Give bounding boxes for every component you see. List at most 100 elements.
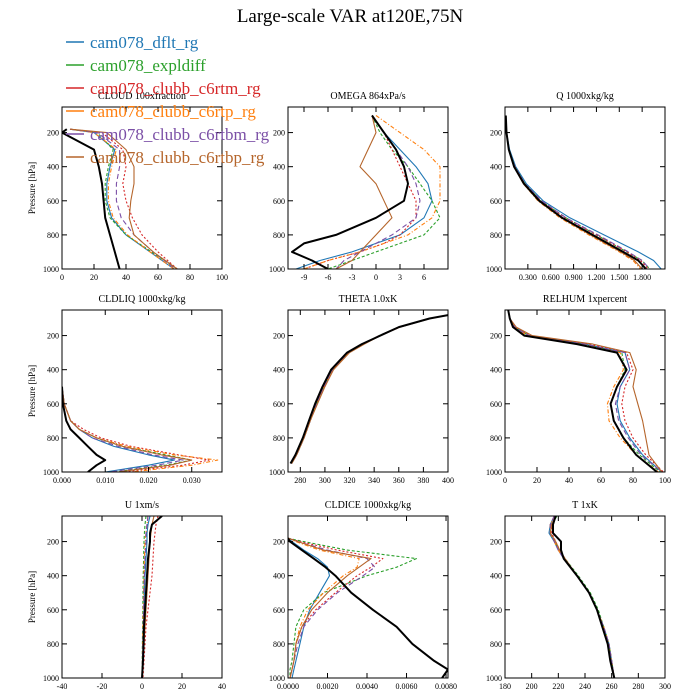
x-tick-label: 0.000 <box>53 476 71 485</box>
plot-frame <box>61 106 223 270</box>
x-tick-label: 80 <box>629 476 637 485</box>
x-tick-label: 3 <box>398 273 402 282</box>
y-tick-label: 200 <box>490 538 502 547</box>
x-tick-label: 220 <box>552 682 564 691</box>
x-tick-label: 340 <box>368 476 380 485</box>
legend-item: cam078_clubb_c6rtbm_rg <box>66 125 270 144</box>
series-group <box>291 114 441 269</box>
plot-frame <box>504 106 666 270</box>
y-tick-label: 600 <box>273 606 285 615</box>
series-line-cam078_clubb_c6rtm_rg <box>551 516 615 678</box>
legend-item: cam078_clubb_c6rtbp_rg <box>66 148 265 167</box>
x-tick-label: 0.030 <box>183 476 201 485</box>
x-tick-label: 100 <box>659 476 671 485</box>
plot-frame <box>61 309 223 473</box>
y-axis-label: Pressure [hPa] <box>27 571 37 623</box>
legend-label: cam078_clubb_c6rtbm_rg <box>90 125 270 144</box>
x-tick-label: -40 <box>57 682 68 691</box>
series-line-cam078_dflt_rg <box>291 314 448 464</box>
x-tick-label: 40 <box>122 273 130 282</box>
series-line-cam078_dflt_rg <box>507 310 663 472</box>
series-line-OBS <box>288 537 448 678</box>
x-tick-label: 0 <box>60 273 64 282</box>
legend-item: cam078_clubb_c6rtm_rg <box>66 79 261 98</box>
panel-title: CLOUD 100xfraction <box>98 91 186 102</box>
y-tick-label: 200 <box>47 332 59 341</box>
series-line-cam078_clubb_c6rtp_rg <box>288 537 360 678</box>
series-line-cam078_expldiff <box>505 115 651 269</box>
x-tick-label: 0.300 <box>519 273 537 282</box>
x-tick-label: 300 <box>659 682 671 691</box>
panel-title: CLDLIQ 1000xkg/kg <box>99 294 186 305</box>
y-tick-label: 1000 <box>486 265 502 274</box>
y-tick-label: 200 <box>490 129 502 138</box>
x-tick-label: 20 <box>90 273 98 282</box>
y-tick-label: 400 <box>47 366 59 375</box>
series-line-cam078_clubb_c6rtbp_rg <box>335 115 393 269</box>
y-tick-label: 1000 <box>486 468 502 477</box>
series-line-cam078_clubb_c6rtbp_rg <box>288 537 372 678</box>
panel-9: 180 200 220 240 260 280 300 200 400 600 800 1000 T 1… <box>486 500 671 691</box>
series-line-cam078_clubb_c6rtbp_rg <box>62 386 193 472</box>
series-line-cam078_clubb_c6rtm_rg <box>288 537 384 678</box>
series-line-cam078_clubb_c6rtbp_rg <box>69 128 178 269</box>
x-tick-label: -20 <box>97 682 108 691</box>
x-tick-label: 260 <box>606 682 618 691</box>
series-line-cam078_clubb_c6rtm_rg <box>142 516 159 678</box>
x-tick-label: 6 <box>422 273 426 282</box>
y-tick-label: 400 <box>273 572 285 581</box>
x-tick-label: 0 <box>140 682 144 691</box>
legend-label: cam078_expldiff <box>90 56 206 75</box>
y-tick-label: 200 <box>47 129 59 138</box>
x-tick-label: 280 <box>294 476 306 485</box>
x-tick-label: 100 <box>216 273 228 282</box>
y-tick-label: 800 <box>273 231 285 240</box>
x-tick-label: 1.500 <box>610 273 628 282</box>
y-tick-label: 800 <box>273 640 285 649</box>
y-tick-label: 600 <box>47 400 59 409</box>
series-line-cam078_expldiff <box>291 314 448 464</box>
panel-title: Q 1000xkg/kg <box>556 91 614 102</box>
plot-frame <box>287 106 449 270</box>
series-group <box>288 537 448 678</box>
series-line-cam078_expldiff <box>288 537 417 678</box>
x-tick-label: -9 <box>301 273 308 282</box>
x-tick-label: 0 <box>374 273 378 282</box>
x-tick-label: 0.0080 <box>435 682 457 691</box>
x-tick-label: 0 <box>503 476 507 485</box>
panel-5: 280 300 320 340 360 380 400 200 400 600 800 1000 THE… <box>269 294 454 485</box>
x-tick-label: 1.200 <box>587 273 605 282</box>
y-tick-label: 1000 <box>269 674 285 683</box>
series-line-cam078_clubb_c6rtp_rg <box>505 115 642 269</box>
y-tick-label: 200 <box>273 129 285 138</box>
y-tick-label: 400 <box>273 163 285 172</box>
series-line-OBS <box>62 386 107 472</box>
series-line-cam078_clubb_c6rtbp_rg <box>291 314 448 464</box>
x-tick-label: 20 <box>533 476 541 485</box>
series-line-cam078_clubb_c6rtp_rg <box>141 516 149 678</box>
legend-item: cam078_expldiff <box>66 56 206 75</box>
panel-title: RELHUM 1xpercent <box>543 294 627 305</box>
y-axis-label: Pressure [hPa] <box>27 162 37 214</box>
panel-2: -9 -6 -3 0 3 6 200 400 600 800 1000 OMEGA 864xPa/s <box>269 91 449 282</box>
x-tick-label: 400 <box>442 476 454 485</box>
y-tick-label: 200 <box>490 332 502 341</box>
panel-4: 0.000 0.010 0.020 0.030 200 400 600 800 1000 CLDL… <box>27 294 223 485</box>
series-line-OBS <box>552 516 616 678</box>
series-group <box>62 386 219 472</box>
y-tick-label: 600 <box>47 606 59 615</box>
series-line-cam078_dflt_rg <box>505 115 662 269</box>
legend: cam078_dflt_rg cam078_expldiff cam078_club… <box>66 33 270 167</box>
series-line-cam078_clubb_c6rtm_rg <box>303 115 417 269</box>
series-group <box>548 516 616 678</box>
y-tick-label: 400 <box>490 572 502 581</box>
series-line-OBS <box>141 516 163 678</box>
x-tick-label: 380 <box>417 476 429 485</box>
panel-1: 0 20 40 60 80 100 200 400 600 800 1000 CLOUD 100xfr… <box>27 91 228 282</box>
panel-title: CLDICE 1000xkg/kg <box>325 500 411 511</box>
y-tick-label: 800 <box>490 640 502 649</box>
y-tick-label: 1000 <box>486 674 502 683</box>
y-tick-label: 1000 <box>43 265 59 274</box>
series-group <box>141 516 163 678</box>
